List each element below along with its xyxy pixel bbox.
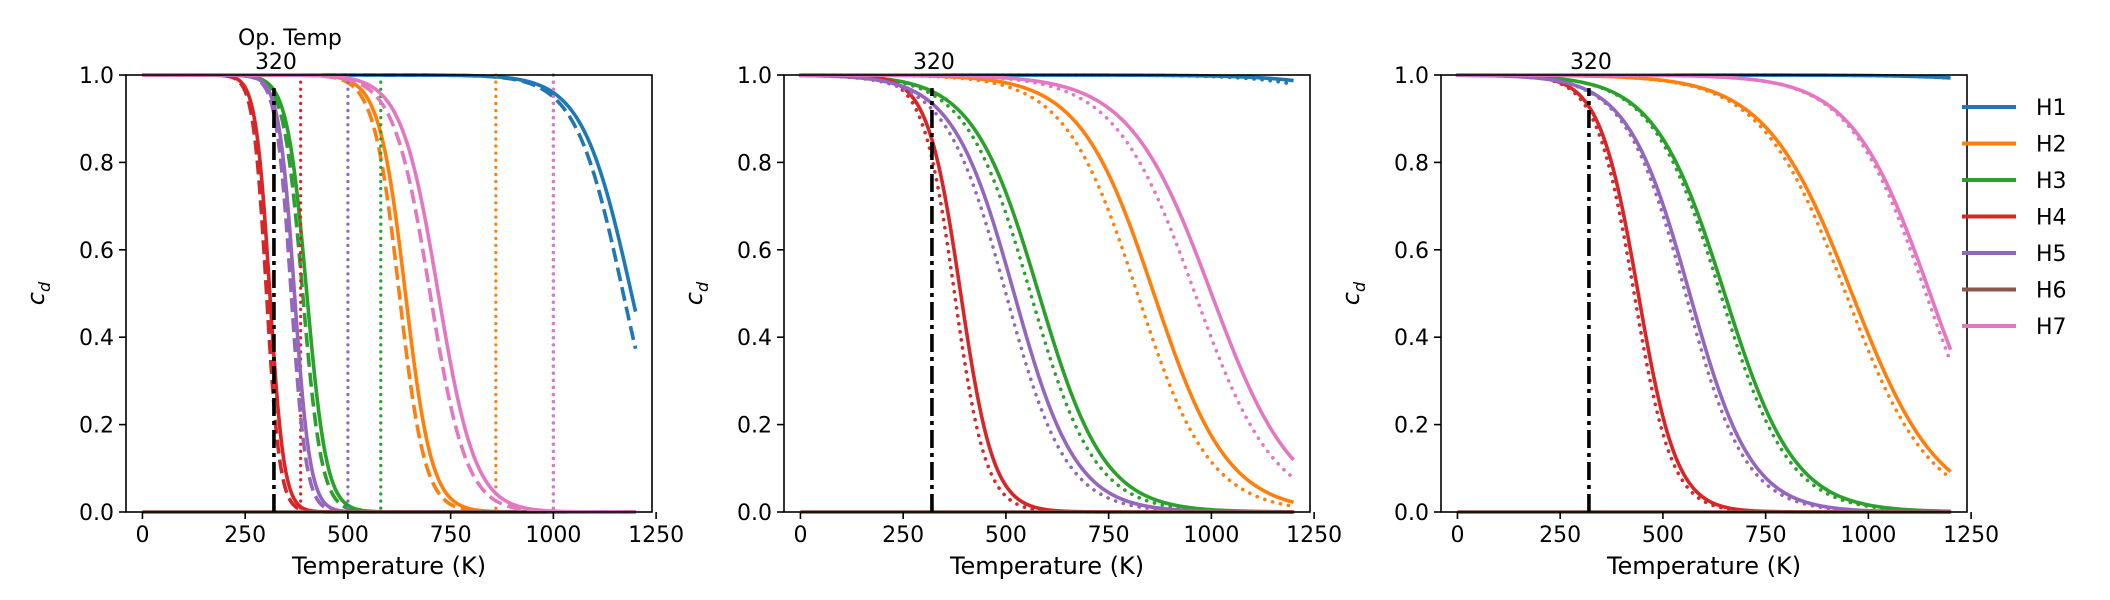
legend-label: H2 — [2036, 133, 2067, 158]
x-axis-label: Temperature (K) — [949, 552, 1144, 580]
legend-item-h4: H4 — [1962, 206, 2067, 231]
legend-item-h3: H3 — [1962, 169, 2067, 194]
legend-item-h2: H2 — [1962, 133, 2067, 158]
x-tick-label: 250 — [1539, 523, 1581, 548]
legend: H1 H2 H3 H4 H5 H6 H7 — [1962, 96, 2067, 340]
series-h5-solid-line — [142, 73, 636, 514]
x-tick-label: 750 — [1088, 523, 1130, 548]
axes-frame — [783, 74, 1311, 513]
series-h2-dotted-line — [798, 73, 1296, 509]
series-h3-solid-line — [1457, 73, 1951, 514]
y-tick-label: 0.4 — [79, 326, 114, 351]
y-tick-label: 0.4 — [1394, 326, 1429, 351]
x-tick-label: 500 — [1642, 523, 1684, 548]
series-h4-dotted-line — [1455, 73, 1953, 514]
series-h3-dashed-line — [142, 73, 636, 514]
series-h2-solid-line — [1457, 73, 1952, 474]
series-h7-dashed-line — [142, 73, 636, 514]
x-tick-label: 1000 — [1183, 523, 1239, 548]
x-tick-label: 250 — [224, 523, 266, 548]
op-temp-value-label: 320 — [913, 50, 955, 75]
y-tick-label: 0.6 — [79, 239, 114, 264]
y-tick-label: 1.0 — [1394, 64, 1429, 89]
op-temp-value-label: 320 — [255, 50, 297, 75]
legend-label: H4 — [2036, 206, 2067, 231]
op-temp-title: Op. Temp — [238, 26, 342, 51]
x-tick-label: 750 — [1745, 523, 1787, 548]
x-tick-label: 1000 — [1840, 523, 1896, 548]
legend-label: H6 — [2036, 279, 2067, 304]
x-tick-label: 1000 — [525, 523, 581, 548]
x-tick-label: 500 — [985, 523, 1027, 548]
chart-panel-2: 320 0 250 500 750 1000 1250 0.0 0.2 0.4 0.6 0.8 1.0 T… — [680, 50, 1342, 580]
y-tick-label: 1.0 — [737, 64, 772, 89]
x-tick-label: 1250 — [1943, 523, 1999, 548]
y-tick-label: 0.0 — [1394, 501, 1429, 526]
series-h7-solid-line — [142, 73, 636, 514]
legend-label: H7 — [2036, 315, 2067, 340]
series-h4-solid-line — [1457, 73, 1951, 514]
x-axis-label: Temperature (K) — [1606, 552, 1801, 580]
y-tick-label: 0.8 — [79, 151, 114, 176]
y-tick-label: 0.8 — [737, 151, 772, 176]
series-h2-solid-line — [142, 73, 636, 514]
y-axis-label: cd — [680, 281, 712, 305]
legend-item-h1: H1 — [1962, 96, 2067, 121]
y-tick-label: 0.0 — [79, 501, 114, 526]
legend-label: H3 — [2036, 169, 2067, 194]
axes-frame — [1440, 74, 1968, 513]
x-tick-label: 0 — [793, 523, 807, 548]
series-h7-dotted-line — [1455, 73, 1953, 364]
series-h7-solid-line — [1457, 73, 1953, 351]
x-axis-label: Temperature (K) — [291, 552, 486, 580]
x-tick-label: 1250 — [1286, 523, 1342, 548]
y-tick-label: 0.6 — [1394, 239, 1429, 264]
axes-frame — [125, 74, 653, 513]
x-tick-label: 500 — [327, 523, 369, 548]
series-h5-solid-line — [1457, 73, 1951, 514]
legend-label: H1 — [2036, 96, 2067, 121]
y-tick-label: 0.2 — [1394, 414, 1429, 439]
series-h2-dotted-line — [1455, 73, 1953, 480]
series-h5-dashed-line — [142, 73, 636, 514]
x-tick-label: 750 — [430, 523, 472, 548]
legend-label: H5 — [2036, 242, 2067, 267]
series-h5-dotted-line — [1455, 73, 1953, 514]
y-axis-label: cd — [1337, 281, 1369, 305]
y-tick-label: 0.2 — [79, 414, 114, 439]
y-tick-label: 0.2 — [737, 414, 772, 439]
y-tick-label: 0.4 — [737, 326, 772, 351]
series-h3-solid-line — [142, 73, 636, 514]
y-tick-label: 0.8 — [1394, 151, 1429, 176]
x-tick-label: 250 — [882, 523, 924, 548]
legend-item-h6: H6 — [1962, 279, 2067, 304]
series-h4-solid-line — [142, 73, 636, 514]
series-h1-solid-line — [142, 73, 638, 313]
series-h2-dashed-line — [142, 73, 636, 514]
series-h7-dotted-line — [798, 73, 1296, 480]
y-tick-label: 0.0 — [737, 501, 772, 526]
series-h2-solid-line — [800, 73, 1295, 504]
series-h4-dashed-line — [142, 73, 636, 514]
x-tick-label: 1250 — [628, 523, 684, 548]
op-temp-value-label: 320 — [1570, 50, 1612, 75]
legend-item-h5: H5 — [1962, 242, 2067, 267]
x-tick-label: 0 — [135, 523, 149, 548]
x-tick-label: 0 — [1450, 523, 1464, 548]
y-axis-label: cd — [22, 281, 54, 305]
legend-item-h7: H7 — [1962, 315, 2067, 340]
series-h3-dotted-line — [1455, 73, 1953, 514]
chart-panel-3: 320 0 250 500 750 1000 1250 0.0 0.2 0.4 0.6 0.8 1.0 T… — [1337, 50, 1999, 580]
y-tick-label: 0.6 — [737, 239, 772, 264]
y-tick-label: 1.0 — [79, 64, 114, 89]
